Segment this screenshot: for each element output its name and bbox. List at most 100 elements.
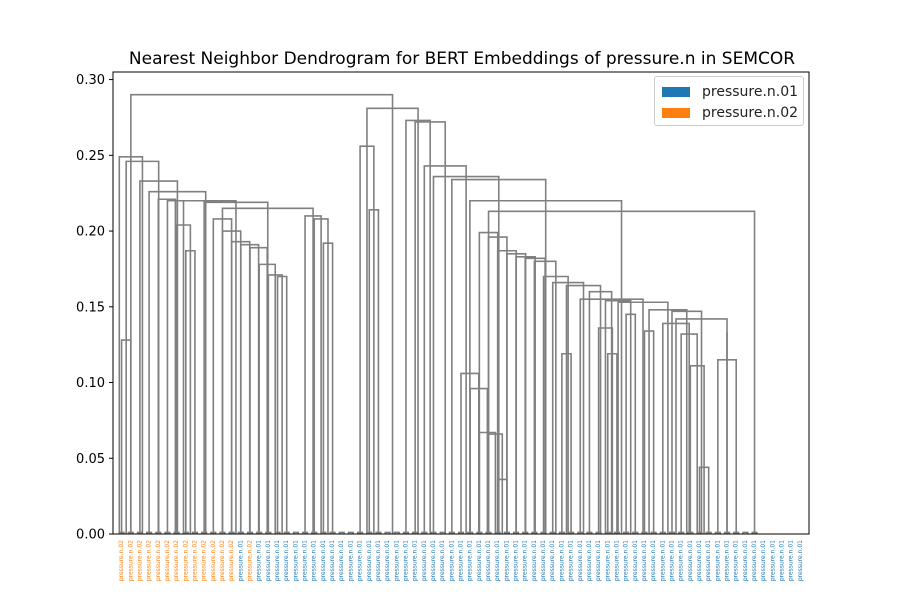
leaf-label: pressure.n.01 <box>797 540 804 581</box>
leaf-label: pressure.n.01 <box>705 540 712 581</box>
leaf-label: pressure.n.01 <box>733 540 740 581</box>
leaf-label: pressure.n.01 <box>678 540 685 581</box>
leaf-label: pressure.n.01 <box>659 540 666 581</box>
leaf-label: pressure.n.01 <box>338 540 345 581</box>
dendrogram-link <box>347 531 355 534</box>
y-tick-label: 0.25 <box>76 149 105 164</box>
leaf-label: pressure.n.02 <box>127 540 134 581</box>
leaf-label: pressure.n.01 <box>448 540 455 581</box>
leaf-label: pressure.n.01 <box>357 540 364 581</box>
leaf-label: pressure.n.01 <box>779 540 786 581</box>
leaf-label: pressure.n.01 <box>393 540 400 581</box>
leaf-label: pressure.n.01 <box>668 540 675 581</box>
legend-item-2: pressure.n.02 <box>662 105 798 121</box>
leaf-label: pressure.n.02 <box>136 540 143 581</box>
leaf-label: pressure.n.01 <box>494 540 501 581</box>
leaf-label: pressure.n.01 <box>513 540 520 581</box>
leaf-label: pressure.n.01 <box>568 540 575 581</box>
legend-label-1: pressure.n.01 <box>702 84 799 100</box>
y-tick-label: 0.00 <box>76 528 105 543</box>
leaf-label: pressure.n.02 <box>247 540 254 581</box>
leaf-label: pressure.n.01 <box>788 540 795 581</box>
leaf-label: pressure.n.01 <box>283 540 290 581</box>
y-tick-label: 0.10 <box>76 376 105 391</box>
leaf-label: pressure.n.01 <box>256 540 263 581</box>
leaf-label: pressure.n.02 <box>146 540 153 581</box>
leaf-label: pressure.n.01 <box>237 540 244 581</box>
leaf-label: pressure.n.01 <box>412 540 419 581</box>
leaf-label: pressure.n.01 <box>751 540 758 581</box>
chart-title: Nearest Neighbor Dendrogram for BERT Emb… <box>129 49 795 69</box>
leaf-label: pressure.n.02 <box>201 540 208 581</box>
legend-swatch-1 <box>662 87 690 97</box>
leaf-label: pressure.n.01 <box>696 540 703 581</box>
leaf-label: pressure.n.01 <box>347 540 354 581</box>
leaf-label: pressure.n.01 <box>760 540 767 581</box>
leaf-label: pressure.n.01 <box>650 540 657 581</box>
leaf-label: pressure.n.01 <box>274 540 281 581</box>
leaf-label: pressure.n.01 <box>632 540 639 581</box>
y-tick-label: 0.30 <box>76 73 105 88</box>
legend-swatch-2 <box>662 108 690 118</box>
leaf-label: pressure.n.01 <box>687 540 694 581</box>
leaf-label: pressure.n.02 <box>210 540 217 581</box>
leaf-label: pressure.n.01 <box>724 540 731 581</box>
leaf-label: pressure.n.02 <box>182 540 189 581</box>
leaf-label: pressure.n.01 <box>531 540 538 581</box>
legend-item-1: pressure.n.01 <box>662 84 798 100</box>
leaf-label: pressure.n.01 <box>375 540 382 581</box>
dendrogram-link <box>384 531 391 534</box>
leaf-label: pressure.n.01 <box>769 540 776 581</box>
leaf-label: pressure.n.01 <box>540 540 547 581</box>
leaf-label: pressure.n.01 <box>384 540 391 581</box>
leaf-labels: pressure.n.02 pressure.n.02 pressure.n.02 p… <box>118 540 804 581</box>
y-axis: 0.00 0.05 0.10 0.15 0.20 0.25 0.30 <box>76 73 113 543</box>
y-tick-label: 0.15 <box>76 300 105 315</box>
leaf-label: pressure.n.01 <box>613 540 620 581</box>
dendrogram-link <box>393 531 400 534</box>
leaf-label: pressure.n.01 <box>302 540 309 581</box>
leaf-label: pressure.n.01 <box>402 540 409 581</box>
leaf-label: pressure.n.02 <box>155 540 162 581</box>
leaf-label: pressure.n.01 <box>549 540 556 581</box>
leaf-label: pressure.n.02 <box>191 540 198 581</box>
leaf-label: pressure.n.01 <box>623 540 630 581</box>
leaf-label: pressure.n.01 <box>485 540 492 581</box>
leaf-label: pressure.n.01 <box>522 540 529 581</box>
leaf-label: pressure.n.02 <box>118 540 125 581</box>
leaf-label: pressure.n.01 <box>329 540 336 581</box>
dendrogram-links <box>118 93 758 534</box>
dendrogram-link <box>292 531 299 534</box>
leaf-label: pressure.n.01 <box>467 540 474 581</box>
y-tick-label: 0.05 <box>76 452 105 467</box>
leaf-label: pressure.n.01 <box>430 540 437 581</box>
dendrogram-link <box>742 531 749 534</box>
leaf-label: pressure.n.01 <box>503 540 510 581</box>
leaf-label: pressure.n.02 <box>173 540 180 581</box>
leaf-label: pressure.n.01 <box>577 540 584 581</box>
leaf-label: pressure.n.01 <box>742 540 749 581</box>
leaf-label: pressure.n.01 <box>714 540 721 581</box>
leaf-label: pressure.n.02 <box>228 540 235 581</box>
plot-frame <box>112 71 810 535</box>
dendrogram-link <box>604 299 632 534</box>
leaf-label: pressure.n.01 <box>421 540 428 581</box>
leaf-label: pressure.n.01 <box>595 540 602 581</box>
leaf-label: pressure.n.01 <box>265 540 272 581</box>
leaf-label: pressure.n.01 <box>558 540 565 581</box>
leaf-label: pressure.n.01 <box>320 540 327 581</box>
leaf-label: pressure.n.01 <box>641 540 648 581</box>
leaf-label: pressure.n.01 <box>439 540 446 581</box>
leaf-label: pressure.n.01 <box>458 540 465 581</box>
leaf-label: pressure.n.01 <box>311 540 318 581</box>
legend-label-2: pressure.n.02 <box>702 105 799 121</box>
dendrogram-link <box>130 93 394 534</box>
leaf-label: pressure.n.01 <box>586 540 593 581</box>
y-tick-label: 0.20 <box>76 225 105 240</box>
leaf-label: pressure.n.01 <box>366 540 373 581</box>
leaf-label: pressure.n.01 <box>604 540 611 581</box>
leaf-label: pressure.n.02 <box>164 540 171 581</box>
leaf-label: pressure.n.01 <box>292 540 299 581</box>
